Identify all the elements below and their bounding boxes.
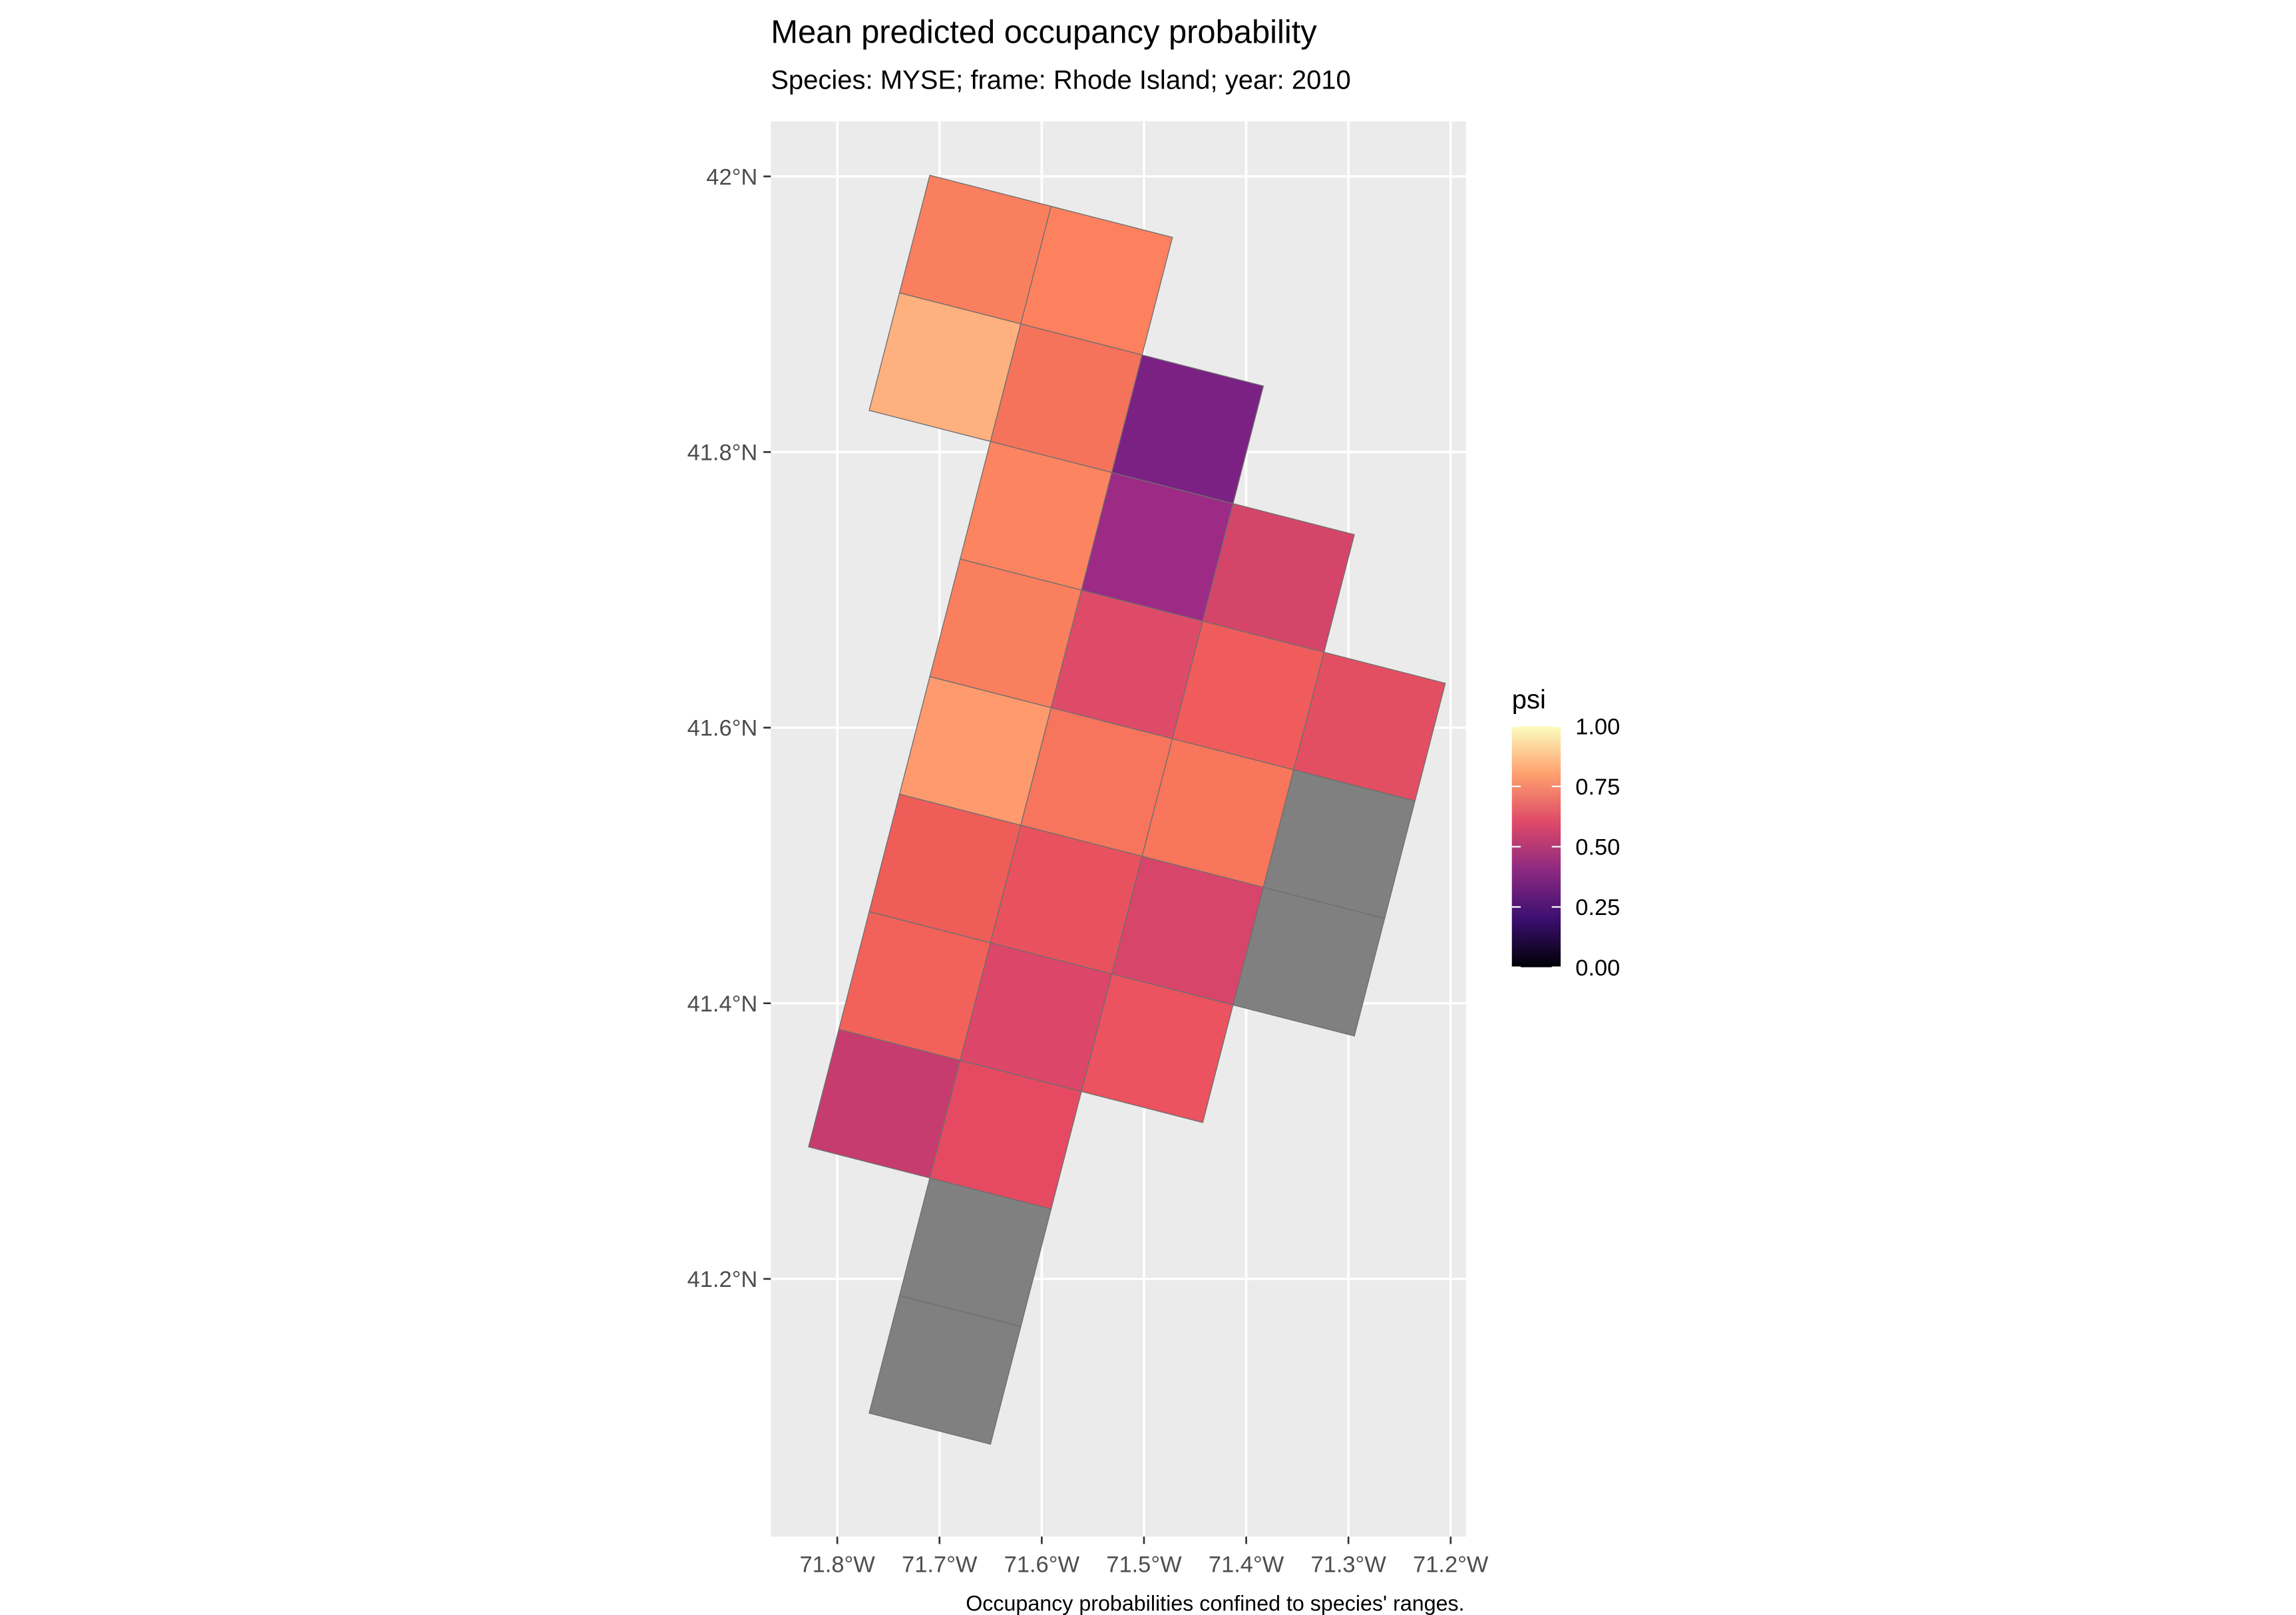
legend-ticks: 0.00 0.25 0.50 0.75 1.00	[1511, 714, 1620, 981]
x-tick-label: 71.4°W	[1209, 1552, 1284, 1578]
grid-cell-na	[868, 1295, 1022, 1445]
legend: psi 0.00 0.25 0.50 0.75 1.00	[1511, 685, 1620, 981]
y-tick-label: 42°N	[706, 164, 757, 190]
x-tick-label: 71.8°W	[799, 1552, 875, 1578]
map-subtitle: Species: MYSE; frame: Rhode Island; year…	[771, 65, 1351, 94]
map-caption: Occupancy probabilities confined to spec…	[966, 1591, 1464, 1615]
x-axis: 71.8°W 71.7°W 71.6°W 71.5°W 71.4°W 71.3°W 71.2…	[799, 1536, 1489, 1578]
grid-cell	[1081, 973, 1234, 1123]
y-tick-label: 41.8°N	[687, 441, 758, 466]
y-tick-label: 41.4°N	[687, 991, 758, 1017]
x-tick-label: 71.6°W	[1004, 1552, 1080, 1578]
legend-tick-label: 0.75	[1575, 775, 1620, 800]
x-tick-label: 71.3°W	[1311, 1552, 1387, 1578]
legend-tick-label: 0.00	[1575, 956, 1620, 981]
legend-title: psi	[1512, 685, 1546, 715]
x-tick-label: 71.5°W	[1106, 1552, 1182, 1578]
legend-tick-label: 0.50	[1575, 835, 1620, 860]
y-axis: 41.2°N 41.4°N 41.6°N 41.8°N 42°N	[687, 164, 771, 1292]
x-tick-label: 71.7°W	[902, 1552, 978, 1578]
y-tick-label: 41.6°N	[687, 716, 758, 741]
map-title: Mean predicted occupancy probability	[771, 14, 1317, 50]
grid-cells	[808, 174, 1446, 1445]
legend-tick-label: 0.25	[1575, 895, 1620, 920]
grid-cell-na	[1232, 886, 1386, 1037]
y-tick-label: 41.2°N	[687, 1267, 758, 1292]
x-tick-label: 71.2°W	[1413, 1552, 1489, 1578]
legend-tick-label: 1.00	[1575, 714, 1620, 739]
